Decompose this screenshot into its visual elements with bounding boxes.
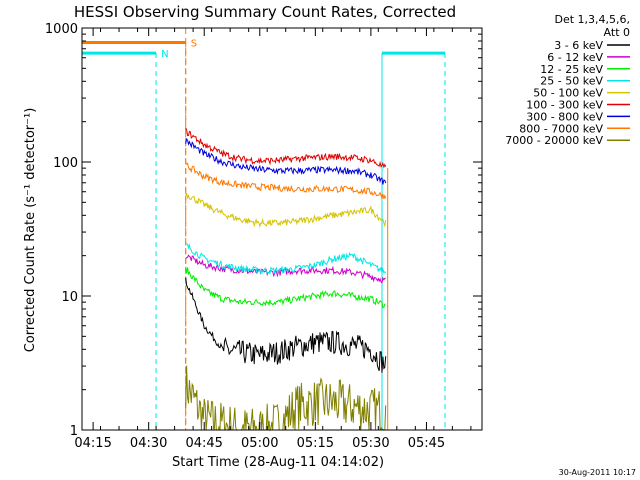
legend-label-8: 7000 - 20000 keV bbox=[505, 134, 603, 147]
series-1-line bbox=[185, 254, 386, 284]
footer-timestamp: 30-Aug-2011 10:17 bbox=[559, 468, 636, 477]
series-8-line bbox=[185, 365, 387, 432]
legend-header-line-1: Det 1,3,4,5,6, bbox=[554, 13, 630, 26]
legend-label-1: 6 - 12 keV bbox=[547, 51, 603, 64]
legend-header-line-2: Att 0 bbox=[604, 26, 630, 39]
legend-label-0: 3 - 6 keV bbox=[554, 39, 603, 52]
series-6-line bbox=[185, 137, 387, 185]
series-2-line bbox=[185, 266, 386, 309]
legend-label-2: 12 - 25 keV bbox=[540, 63, 603, 76]
legend-label-6: 300 - 800 keV bbox=[526, 110, 603, 123]
x-tick-label-0: 04:15 bbox=[74, 436, 111, 451]
series-7-line bbox=[185, 162, 387, 200]
x-axis-label: Start Time (28-Aug-11 04:14:02) bbox=[172, 455, 384, 470]
x-tick-label-2: 04:45 bbox=[185, 436, 222, 451]
flag-label-1: N bbox=[161, 49, 168, 60]
axis-ticks: 04:15 04:30 04:45 05:00 05:15 05:30 05:45 1 10 10… bbox=[45, 22, 483, 451]
plot-frame bbox=[81, 27, 483, 431]
flag-label-0: S bbox=[191, 38, 197, 49]
y-tick-label-3: 1000 bbox=[45, 22, 78, 37]
legend-label-7: 800 - 7000 keV bbox=[519, 122, 603, 135]
y-tick-label-1: 10 bbox=[61, 290, 78, 305]
legend-label-4: 50 - 100 keV bbox=[533, 87, 603, 100]
legend-label-3: 25 - 50 keV bbox=[540, 75, 603, 88]
series-5-line bbox=[185, 127, 387, 169]
legend-label-5: 100 - 300 keV bbox=[526, 99, 603, 112]
plot-area: SN bbox=[82, 28, 446, 432]
y-tick-label-0: 1 bbox=[70, 424, 78, 439]
chart-title: HESSI Observing Summary Count Rates, Cor… bbox=[74, 3, 456, 21]
x-tick-label-6: 05:45 bbox=[408, 436, 445, 451]
x-tick-label-3: 05:00 bbox=[241, 436, 278, 451]
x-tick-label-5: 05:30 bbox=[352, 436, 389, 451]
y-tick-label-2: 100 bbox=[53, 156, 78, 171]
x-tick-label-1: 04:30 bbox=[130, 436, 167, 451]
x-tick-label-4: 05:15 bbox=[297, 436, 334, 451]
y-axis-label: Corrected Count Rate (s⁻¹ detector⁻¹) bbox=[23, 108, 38, 353]
series-3-line bbox=[185, 243, 387, 275]
series-0-line bbox=[185, 277, 387, 373]
series-4-line bbox=[185, 192, 387, 228]
